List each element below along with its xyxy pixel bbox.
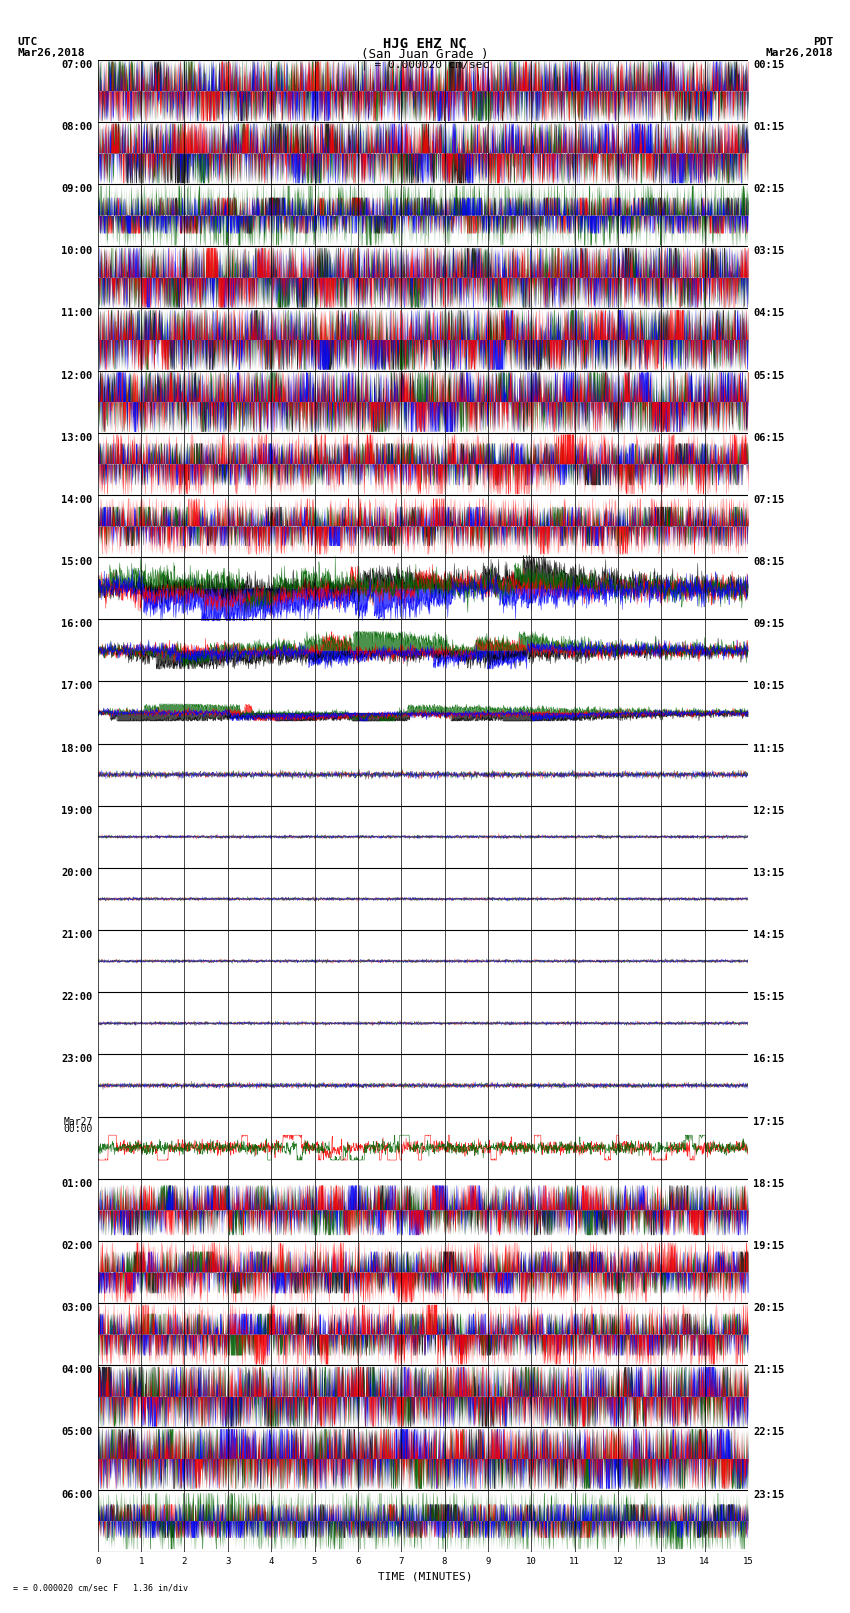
Text: 7: 7 xyxy=(399,1557,404,1566)
Text: (San Juan Grade ): (San Juan Grade ) xyxy=(361,48,489,61)
Text: 15:00: 15:00 xyxy=(61,556,93,568)
Text: 01:00: 01:00 xyxy=(61,1179,93,1189)
Text: 18:15: 18:15 xyxy=(753,1179,785,1189)
Text: 14: 14 xyxy=(700,1557,710,1566)
Text: 23:15: 23:15 xyxy=(753,1489,785,1500)
Text: HJG EHZ NC: HJG EHZ NC xyxy=(383,37,467,52)
Text: 16:00: 16:00 xyxy=(61,619,93,629)
Text: 06:15: 06:15 xyxy=(753,432,785,442)
Text: 14:00: 14:00 xyxy=(61,495,93,505)
Text: 9: 9 xyxy=(485,1557,490,1566)
Text: 13:15: 13:15 xyxy=(753,868,785,877)
Text: 21:15: 21:15 xyxy=(753,1365,785,1376)
Text: 05:00: 05:00 xyxy=(61,1428,93,1437)
Text: 04:00: 04:00 xyxy=(61,1365,93,1376)
Text: 15:15: 15:15 xyxy=(753,992,785,1002)
Text: 17:15: 17:15 xyxy=(753,1116,785,1126)
Text: 11:00: 11:00 xyxy=(61,308,93,318)
Text: = = 0.000020 cm/sec F   1.36 in/div: = = 0.000020 cm/sec F 1.36 in/div xyxy=(13,1584,188,1594)
Text: 5: 5 xyxy=(312,1557,317,1566)
Text: 03:00: 03:00 xyxy=(61,1303,93,1313)
Text: 19:15: 19:15 xyxy=(753,1240,785,1250)
Text: Mar26,2018: Mar26,2018 xyxy=(17,48,84,58)
Text: 2: 2 xyxy=(182,1557,187,1566)
Text: Mar27: Mar27 xyxy=(63,1116,93,1126)
Text: 04:15: 04:15 xyxy=(753,308,785,318)
Text: 12: 12 xyxy=(613,1557,623,1566)
Text: 13: 13 xyxy=(656,1557,666,1566)
Text: 12:00: 12:00 xyxy=(61,371,93,381)
Text: 4: 4 xyxy=(269,1557,274,1566)
Text: 00:00: 00:00 xyxy=(63,1124,93,1134)
Text: Mar26,2018: Mar26,2018 xyxy=(766,48,833,58)
Text: 16:15: 16:15 xyxy=(753,1055,785,1065)
Text: 6: 6 xyxy=(355,1557,360,1566)
Text: 8: 8 xyxy=(442,1557,447,1566)
Text: 10:15: 10:15 xyxy=(753,681,785,692)
Text: 03:15: 03:15 xyxy=(753,247,785,256)
Text: 08:00: 08:00 xyxy=(61,123,93,132)
Text: TIME (MINUTES): TIME (MINUTES) xyxy=(377,1571,473,1581)
Text: 23:00: 23:00 xyxy=(61,1055,93,1065)
Text: 08:15: 08:15 xyxy=(753,556,785,568)
Text: 15: 15 xyxy=(743,1557,753,1566)
Text: PDT: PDT xyxy=(813,37,833,47)
Text: 05:15: 05:15 xyxy=(753,371,785,381)
Text: 11:15: 11:15 xyxy=(753,744,785,753)
Text: 02:15: 02:15 xyxy=(753,184,785,194)
Text: 1: 1 xyxy=(139,1557,144,1566)
Text: 13:00: 13:00 xyxy=(61,432,93,442)
Text: 19:00: 19:00 xyxy=(61,806,93,816)
Text: 20:00: 20:00 xyxy=(61,868,93,877)
Text: 09:15: 09:15 xyxy=(753,619,785,629)
Text: 07:00: 07:00 xyxy=(61,60,93,69)
Text: UTC: UTC xyxy=(17,37,37,47)
Text: 20:15: 20:15 xyxy=(753,1303,785,1313)
Text: 12:15: 12:15 xyxy=(753,806,785,816)
Text: | = 0.000020 cm/sec: | = 0.000020 cm/sec xyxy=(361,60,489,71)
Text: 01:15: 01:15 xyxy=(753,123,785,132)
Text: 22:15: 22:15 xyxy=(753,1428,785,1437)
Text: 11: 11 xyxy=(570,1557,580,1566)
Text: 3: 3 xyxy=(225,1557,230,1566)
Text: 14:15: 14:15 xyxy=(753,931,785,940)
Text: 09:00: 09:00 xyxy=(61,184,93,194)
Text: 0: 0 xyxy=(95,1557,100,1566)
Text: 10: 10 xyxy=(526,1557,536,1566)
Text: 17:00: 17:00 xyxy=(61,681,93,692)
Text: 07:15: 07:15 xyxy=(753,495,785,505)
Text: 00:15: 00:15 xyxy=(753,60,785,69)
Text: 21:00: 21:00 xyxy=(61,931,93,940)
Text: 22:00: 22:00 xyxy=(61,992,93,1002)
Text: 10:00: 10:00 xyxy=(61,247,93,256)
Text: 06:00: 06:00 xyxy=(61,1489,93,1500)
Text: 02:00: 02:00 xyxy=(61,1240,93,1250)
Text: 18:00: 18:00 xyxy=(61,744,93,753)
